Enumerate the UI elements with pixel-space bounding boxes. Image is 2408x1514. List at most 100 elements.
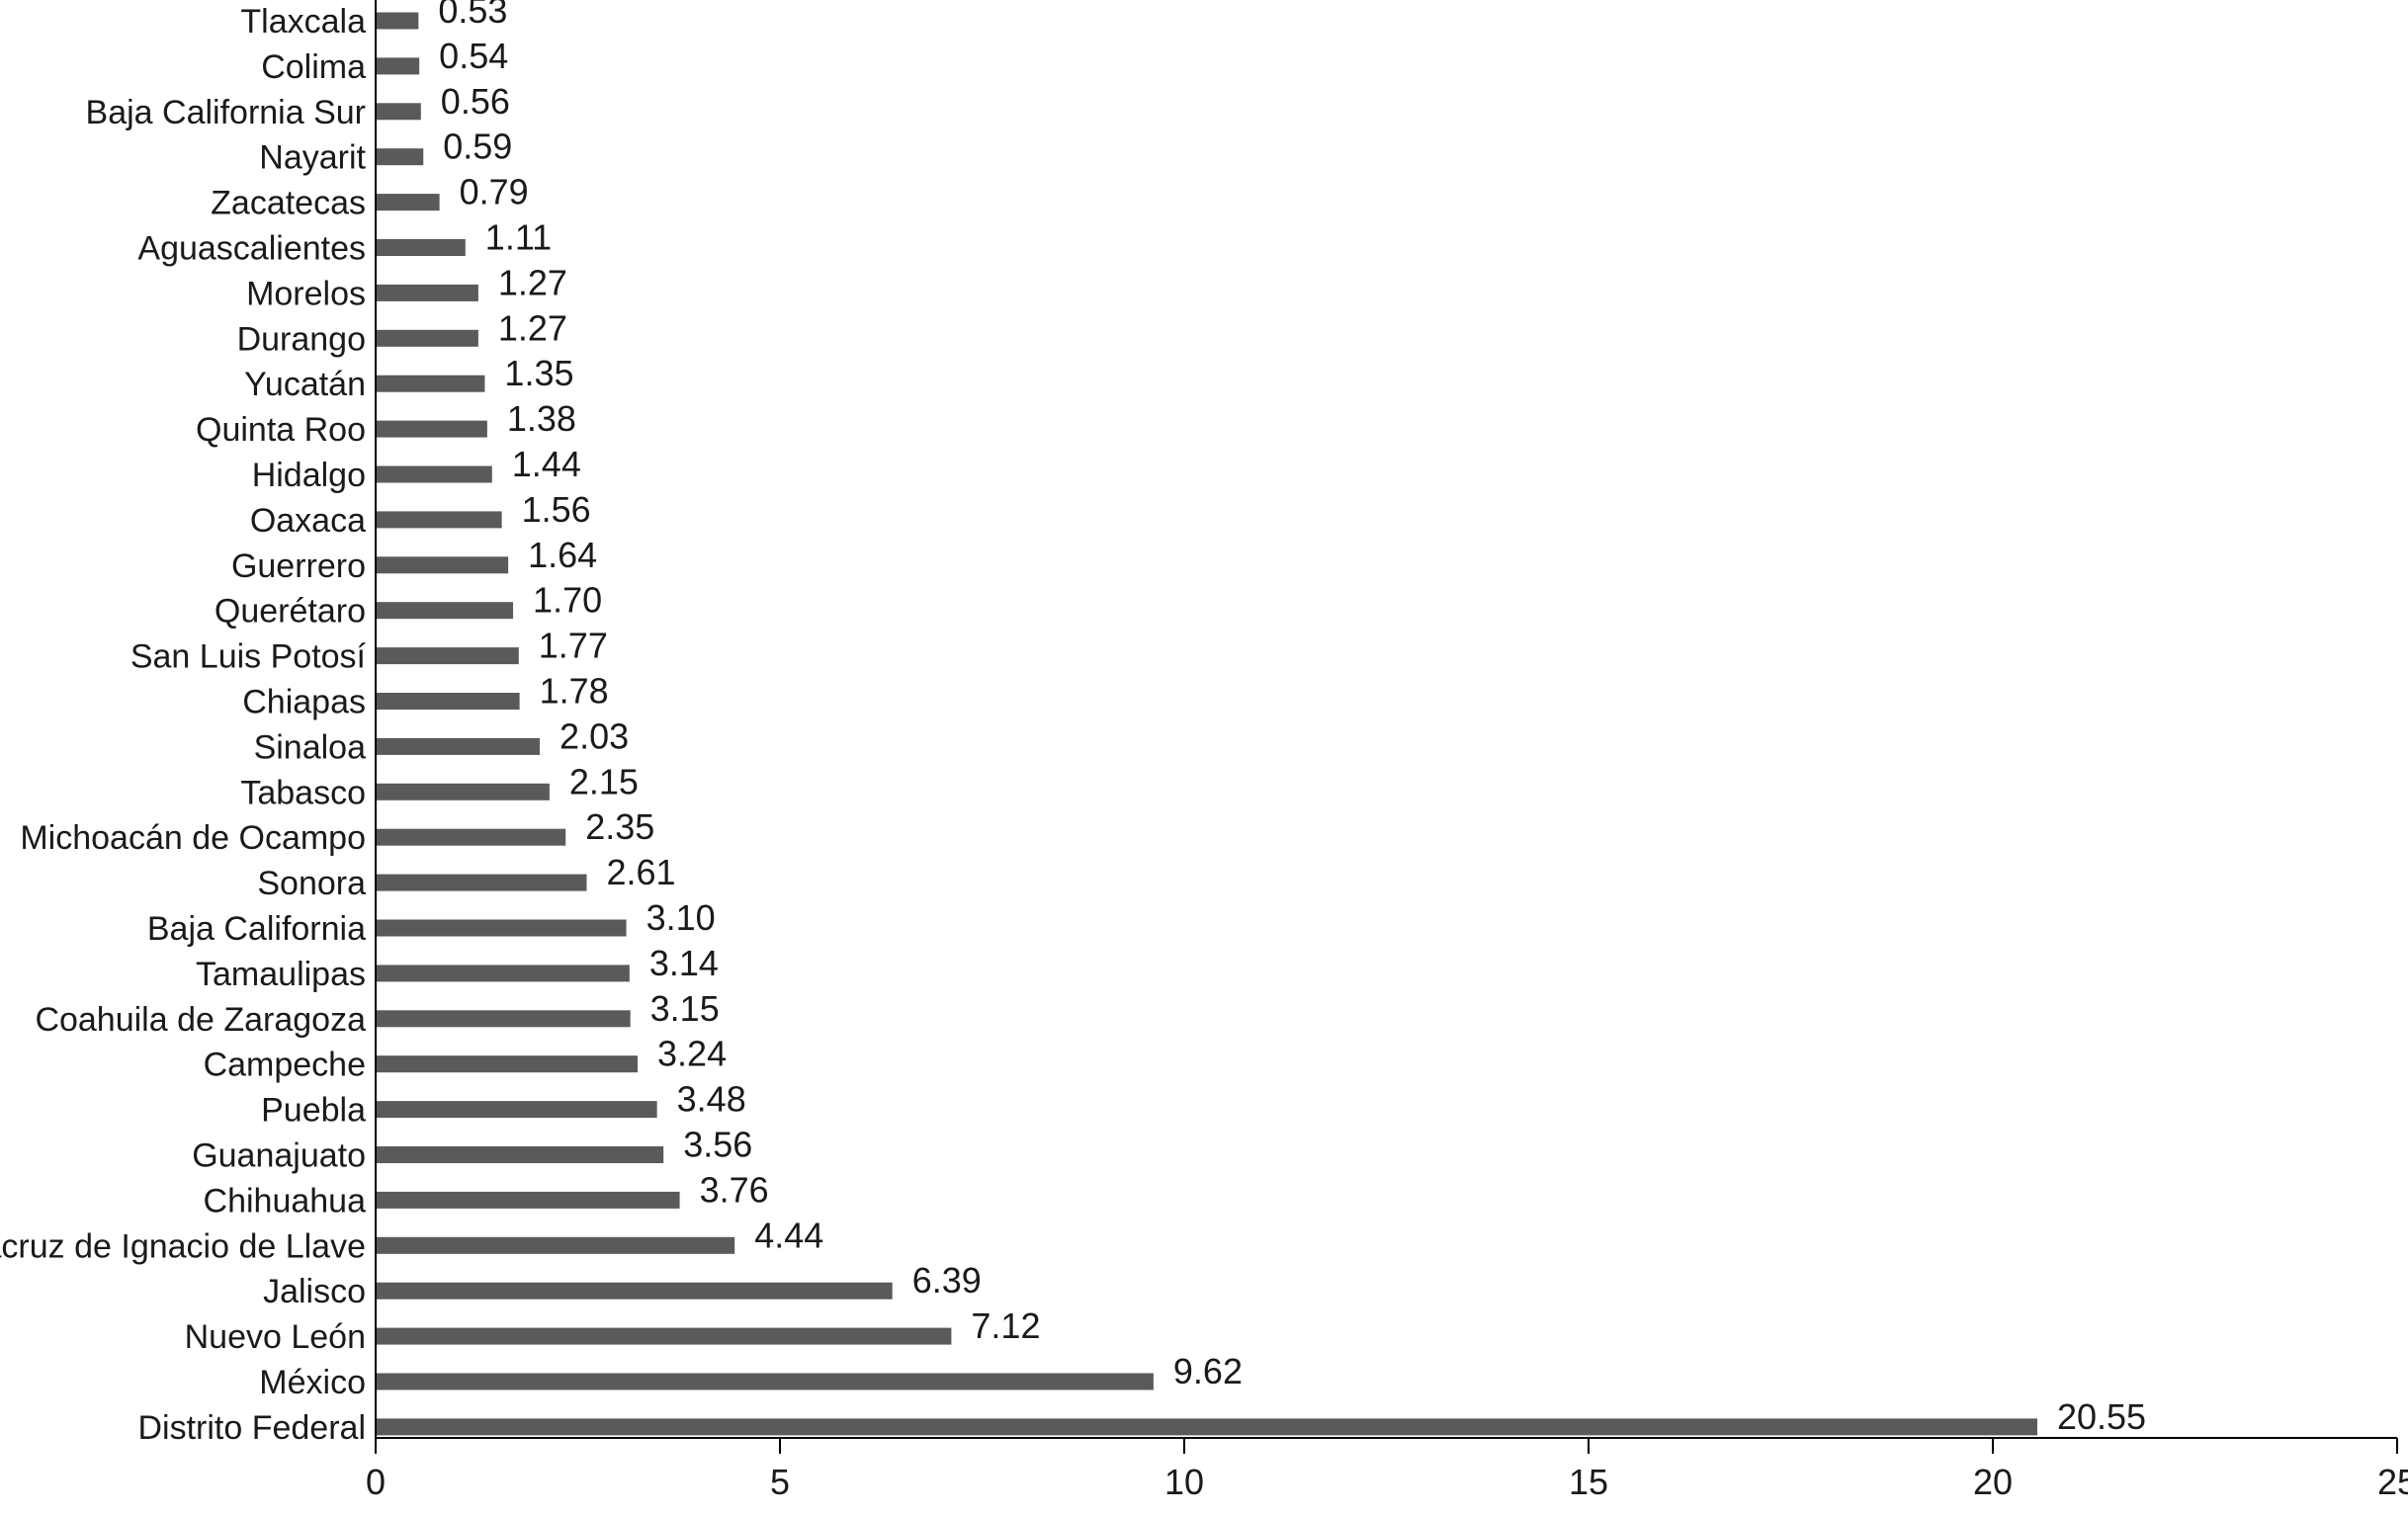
value-label: 3.15 <box>650 988 720 1029</box>
category-label: Morelos <box>246 275 366 312</box>
bar <box>376 375 485 392</box>
bar <box>376 965 630 982</box>
bar <box>376 1282 893 1300</box>
category-label: Jalisco <box>263 1273 366 1310</box>
value-label: 7.12 <box>971 1305 1040 1346</box>
bars-group <box>376 12 2037 1436</box>
bar <box>376 1055 639 1073</box>
category-label: Nayarit <box>259 139 366 177</box>
category-label: Durango <box>237 320 366 358</box>
category-label: Quinta Roo <box>196 411 366 449</box>
bar <box>376 511 502 529</box>
bar <box>376 556 509 574</box>
bar <box>376 602 514 620</box>
bar <box>376 284 478 301</box>
value-label: 1.35 <box>504 353 573 393</box>
bar <box>376 329 478 347</box>
value-labels-group: 0.530.540.560.590.791.111.271.271.351.38… <box>438 0 2146 1437</box>
category-label: Oaxaca <box>250 502 366 540</box>
value-label: 1.78 <box>540 671 609 712</box>
value-label: 2.61 <box>606 852 675 892</box>
value-label: 9.62 <box>1173 1351 1243 1391</box>
bar <box>376 647 519 665</box>
x-tick-label: 25 <box>2377 1462 2408 1502</box>
x-tick-label: 0 <box>366 1462 386 1502</box>
bar <box>376 465 492 483</box>
bar <box>376 1146 664 1163</box>
x-tick-label: 10 <box>1164 1462 1204 1502</box>
bar <box>376 1191 680 1209</box>
bar <box>376 239 466 256</box>
category-label: Querétaro <box>215 593 366 631</box>
category-label: Guanajuato <box>192 1137 366 1175</box>
category-label: Yucatán <box>244 366 366 403</box>
bar <box>376 737 541 755</box>
value-label: 0.59 <box>443 126 512 167</box>
bar <box>376 874 587 891</box>
value-label: 1.27 <box>498 262 567 302</box>
value-label: 1.38 <box>507 398 576 439</box>
bar <box>376 1418 2037 1436</box>
value-label: 3.56 <box>683 1125 752 1165</box>
value-label: 2.15 <box>569 761 639 801</box>
value-label: 6.39 <box>912 1260 982 1301</box>
category-label: Tamaulipas <box>196 956 366 993</box>
bar <box>376 783 550 800</box>
bar <box>376 103 421 121</box>
value-label: 3.76 <box>700 1169 769 1210</box>
category-label: Baja California <box>147 910 366 948</box>
value-label: 1.44 <box>512 444 581 484</box>
category-label: Colima <box>261 48 366 86</box>
x-tick-label: 15 <box>1569 1462 1608 1502</box>
value-label: 20.55 <box>2057 1396 2146 1437</box>
bar <box>376 148 424 166</box>
category-label: Coahuila de Zaragoza <box>35 1001 366 1039</box>
bar <box>376 1010 631 1028</box>
category-label: Campeche <box>204 1047 366 1084</box>
category-label: Sinaloa <box>254 728 367 766</box>
category-label: Zacatecas <box>211 185 366 222</box>
bar <box>376 1101 657 1119</box>
bar <box>376 693 520 710</box>
category-label: Chihuahua <box>204 1182 367 1220</box>
bar <box>376 12 419 30</box>
category-label: Hidalgo <box>252 457 366 494</box>
bar <box>376 1236 735 1254</box>
x-tick-label: 20 <box>1973 1462 2013 1502</box>
value-label: 1.77 <box>539 626 608 666</box>
value-label: 1.64 <box>528 535 597 575</box>
category-label: Michoacán de Ocampo <box>20 819 366 857</box>
category-label: San Luis Potosí <box>130 638 367 676</box>
x-tick-label: 5 <box>770 1462 790 1502</box>
category-label: Tabasco <box>240 774 366 811</box>
value-label: 1.27 <box>498 307 567 348</box>
category-labels-group: Tlaxcala Colima Baja California Sur Nayarit… <box>0 3 367 1447</box>
bar <box>376 1373 1154 1390</box>
category-label: Nuevo León <box>185 1318 366 1356</box>
value-label: 3.10 <box>646 897 716 938</box>
category-label: Aguascalientes <box>137 230 366 268</box>
bar <box>376 919 627 937</box>
category-label: Guerrero <box>231 547 366 585</box>
value-label: 1.11 <box>485 217 552 258</box>
category-label: Veracruz de Ignacio de Llave <box>0 1227 366 1265</box>
category-label: México <box>259 1364 366 1401</box>
bar <box>376 828 566 846</box>
value-label: 2.35 <box>585 806 654 847</box>
category-label: Puebla <box>261 1092 366 1130</box>
category-label: Sonora <box>257 865 366 902</box>
category-label: Baja California Sur <box>86 94 366 131</box>
axes-group: 0 5 10 15 20 25 <box>366 0 2408 1502</box>
bar <box>376 57 420 75</box>
value-label: 1.70 <box>533 580 602 621</box>
value-label: 3.48 <box>677 1079 746 1120</box>
value-label: 1.56 <box>522 489 591 530</box>
value-label: 0.56 <box>441 81 510 122</box>
value-label: 3.24 <box>657 1034 727 1074</box>
category-label: Tlaxcala <box>240 3 366 41</box>
category-label: Distrito Federal <box>137 1409 366 1447</box>
bar <box>376 420 487 438</box>
bar <box>376 1327 952 1345</box>
value-label: 2.03 <box>559 715 629 756</box>
